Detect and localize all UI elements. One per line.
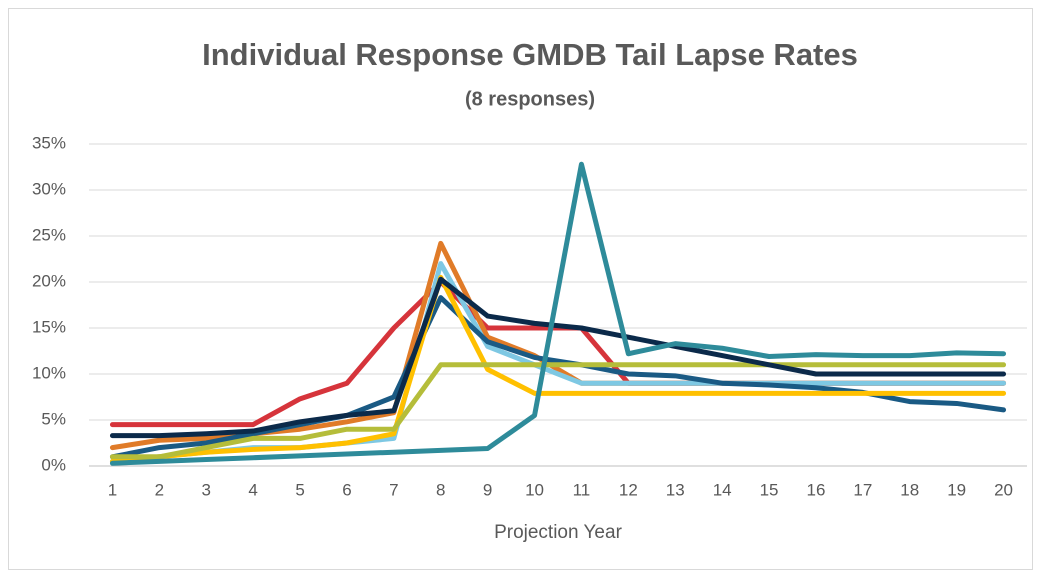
x-tick-label: 17 <box>853 480 872 499</box>
y-tick-label: 25% <box>32 225 66 244</box>
x-tick-label: 14 <box>713 480 732 499</box>
x-tick-label: 12 <box>619 480 638 499</box>
x-tick-label: 1 <box>108 480 117 499</box>
y-tick-label: 30% <box>32 179 66 198</box>
series-line <box>109 276 1007 439</box>
y-tick-label: 5% <box>41 409 66 428</box>
x-tick-label: 3 <box>202 480 211 499</box>
x-tick-label: 6 <box>342 480 351 499</box>
x-tick-label: 9 <box>483 480 492 499</box>
x-tick-label: 2 <box>155 480 164 499</box>
x-tick-label: 5 <box>295 480 304 499</box>
x-tick-label: 13 <box>666 480 685 499</box>
x-tick-label: 10 <box>525 480 544 499</box>
x-tick-label: 11 <box>573 480 591 499</box>
series-line <box>109 362 1007 460</box>
series-line <box>109 274 1007 464</box>
chart-title: Individual Response GMDB Tail Lapse Rate… <box>202 37 858 72</box>
x-tick-label: 18 <box>900 480 919 499</box>
x-tick-label: 7 <box>389 480 398 499</box>
chart-subtitle: (8 responses) <box>465 88 595 110</box>
x-axis-label: Projection Year <box>494 522 622 543</box>
chart-frame <box>8 8 1033 570</box>
x-tick-label: 8 <box>436 480 445 499</box>
x-tick-label: 19 <box>947 480 966 499</box>
y-tick-label: 0% <box>41 455 66 474</box>
y-tick-label: 15% <box>32 317 66 336</box>
x-tick-label: 15 <box>760 480 779 499</box>
x-tick-label: 20 <box>994 480 1013 499</box>
series-line <box>109 161 1007 466</box>
x-tick-label: 4 <box>248 480 257 499</box>
y-tick-label: 10% <box>32 363 66 382</box>
y-tick-label: 35% <box>32 133 66 152</box>
x-tick-label: 16 <box>806 480 825 499</box>
y-tick-label: 20% <box>32 271 66 290</box>
